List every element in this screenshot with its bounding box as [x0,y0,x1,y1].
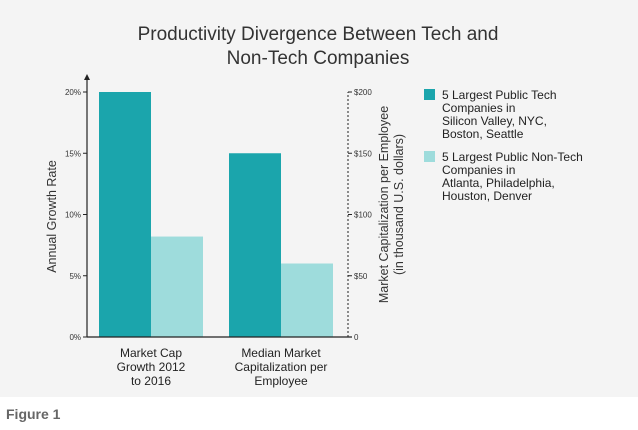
left-tick-label: 0% [69,333,81,342]
x-category-label: to 2016 [131,374,171,388]
x-category-label: Median Market [241,346,321,360]
left-axis-title: Annual Growth Rate [45,160,59,273]
figure-caption: Figure 1 [6,406,61,422]
legend-label-line: Atlanta, Philadelphia, [442,176,555,190]
right-axis-title-line: Market Capitalization per Employee [377,106,391,303]
left-tick-label: 20% [65,88,81,97]
x-category-label: Market Cap [120,346,182,360]
right-tick-label: $50 [354,272,368,281]
bar-tech-growth [99,92,151,337]
legend-label-line: Houston, Denver [442,189,532,203]
right-tick-label: $200 [354,88,372,97]
figure-panel: Productivity Divergence Between Tech and… [0,0,638,397]
right-tick-label: $100 [354,211,372,220]
chart-title-line: Productivity Divergence Between Tech and [138,24,499,45]
legend-label-line: Silicon Valley, NYC, [442,114,547,128]
x-category-label: Employee [254,374,308,388]
bar-tech-cap-per-employee [229,153,281,337]
right-axis-title-line: (in thousand U.S. dollars) [392,134,406,275]
chart-title-line: Non-Tech Companies [227,48,410,69]
bar-nontech-cap-per-employee [281,263,333,337]
legend-swatch-nontech [424,151,435,162]
legend-label-line: 5 Largest Public Tech [442,88,557,102]
legend-label-line: Companies in [442,101,515,115]
legend-swatch-tech [424,89,435,100]
legend-label-line: 5 Largest Public Non-Tech [442,150,583,164]
chart: Productivity Divergence Between Tech and… [45,24,583,388]
right-tick-label: $150 [354,149,372,158]
x-category-label: Capitalization per [235,360,328,374]
left-tick-label: 15% [65,149,81,158]
x-category-label: Growth 2012 [117,360,186,374]
left-tick-label: 5% [69,272,81,281]
left-y-axis-arrow [84,74,90,80]
right-tick-label: 0 [354,333,359,342]
left-tick-label: 10% [65,211,81,220]
bar-nontech-growth [151,236,203,337]
legend-label-line: Boston, Seattle [442,127,524,141]
legend-label-line: Companies in [442,163,515,177]
